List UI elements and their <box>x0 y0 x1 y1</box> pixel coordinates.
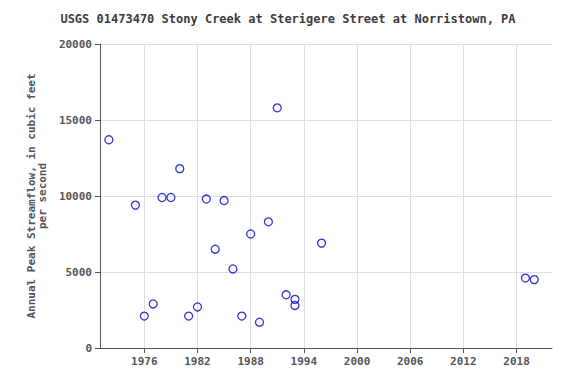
svg-text:1982: 1982 <box>184 355 211 368</box>
svg-text:0: 0 <box>85 342 92 355</box>
svg-text:2000: 2000 <box>344 355 371 368</box>
svg-text:1976: 1976 <box>131 355 158 368</box>
svg-text:20000: 20000 <box>59 38 92 51</box>
svg-text:2006: 2006 <box>397 355 424 368</box>
svg-text:USGS 01473470 Stony Creek at S: USGS 01473470 Stony Creek at Sterigere S… <box>60 12 516 26</box>
svg-text:5000: 5000 <box>66 266 93 279</box>
svg-text:10000: 10000 <box>59 190 92 203</box>
svg-text:2018: 2018 <box>503 355 530 368</box>
svg-text:15000: 15000 <box>59 114 92 127</box>
svg-text:2012: 2012 <box>450 355 477 368</box>
svg-text:1994: 1994 <box>291 355 318 368</box>
svg-text:Annual Peak Streamflow, in cub: Annual Peak Streamflow, in cubic feet <box>25 73 38 319</box>
svg-text:per second: per second <box>36 163 49 229</box>
svg-text:1988: 1988 <box>237 355 263 368</box>
